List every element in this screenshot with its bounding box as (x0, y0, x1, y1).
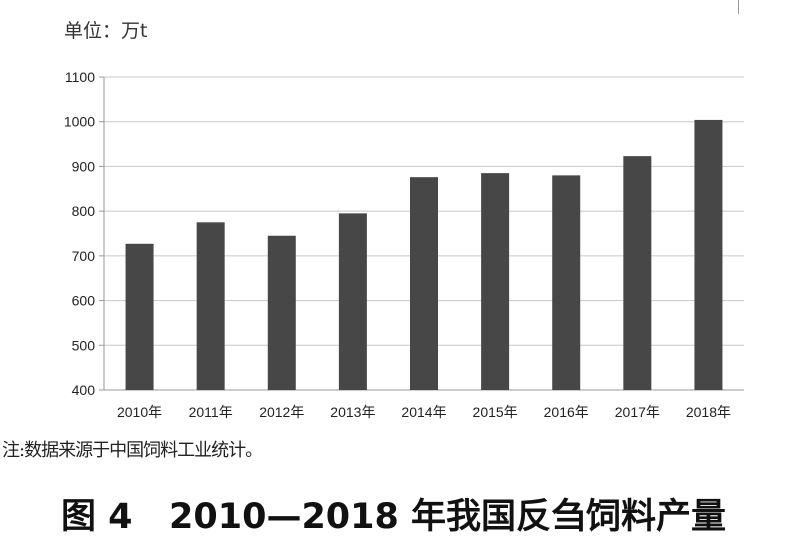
bars (125, 119, 723, 390)
corner-mark (738, 0, 739, 14)
y-tick-label-600: 600 (72, 293, 96, 309)
bar-2015年 (481, 173, 510, 390)
bar-2013年 (338, 213, 367, 390)
x-tick-label-2015年: 2015年 (473, 404, 518, 420)
bar-2017年 (623, 156, 652, 390)
bar-2012年 (267, 235, 296, 390)
figure-caption: 图 4 2010—2018 年我国反刍饲料产量 (60, 497, 727, 537)
bar-2014年 (410, 177, 438, 390)
x-tick-label-2013年: 2013年 (330, 404, 375, 420)
x-tick-label-2017年: 2017年 (615, 404, 660, 420)
y-tick-label-700: 700 (72, 248, 96, 264)
x-tick-label-2014年: 2014年 (401, 404, 446, 420)
x-axis-ticks: 2010年 2011年 2012年 2013年 2014年 2015年 2016年 2017年… (117, 404, 731, 420)
y-tick-label-1000: 1000 (64, 114, 95, 130)
x-tick-label-2016年: 2016年 (544, 404, 589, 420)
y-tick-label-900: 900 (72, 158, 96, 174)
x-tick-label-2018年: 2018年 (686, 404, 731, 420)
y-axis-ticks: 400 500 600 700 800 900 1000 1100 (64, 69, 105, 398)
bar-2016年 (552, 175, 581, 390)
bar-2018年 (694, 119, 723, 390)
y-tick-label-1100: 1100 (65, 69, 95, 85)
unit-label: 单位：万t (64, 20, 148, 42)
y-tick-label-800: 800 (72, 203, 96, 219)
y-tick-label-400: 400 (72, 382, 96, 398)
bar-2011年 (196, 222, 225, 390)
x-tick-label-2010年: 2010年 (117, 404, 162, 420)
y-tick-label-500: 500 (72, 337, 96, 353)
bar-2010年 (125, 243, 154, 390)
x-tick-label-2011年: 2011年 (189, 404, 233, 420)
x-tick-label-2012年: 2012年 (259, 404, 304, 420)
source-note: 注:数据来源于中国饲料工业统计。 (2, 440, 263, 461)
